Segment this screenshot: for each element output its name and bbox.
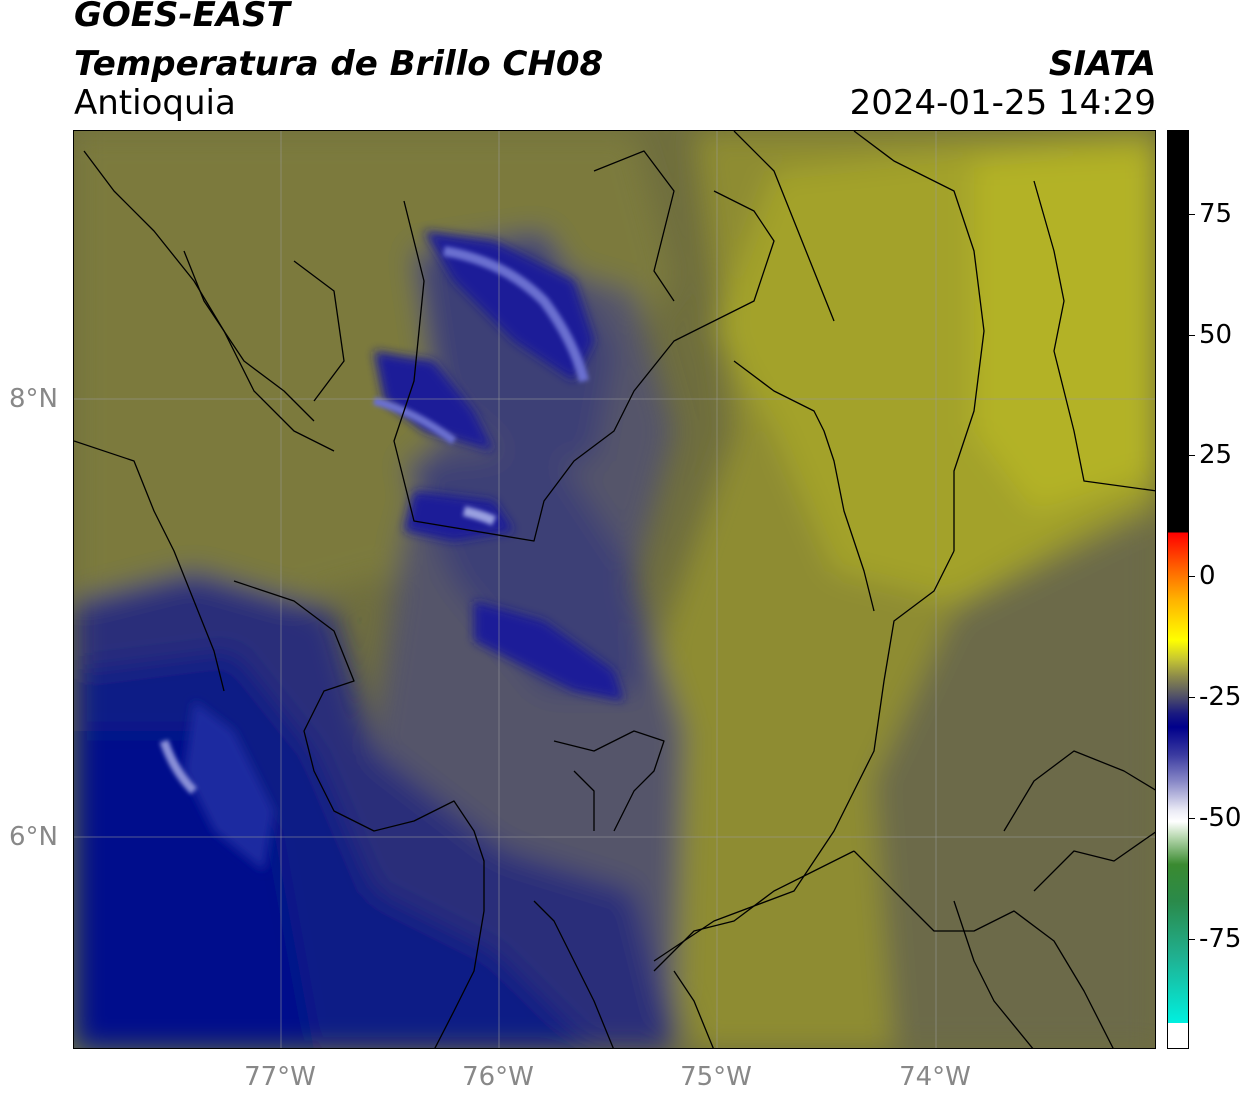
graticule: [74, 131, 1155, 1048]
colorbar-label-neg50: -50: [1199, 803, 1242, 833]
convective-cores: [159, 246, 589, 795]
lat-label-8n: 8°N: [9, 384, 58, 414]
colorbar-label-25: 25: [1199, 440, 1233, 470]
map-canvas: [74, 131, 1155, 1048]
region-subtitle: Antioquia: [74, 83, 236, 123]
colorbar-tick: [1189, 335, 1195, 336]
lon-label-76w: 76°W: [462, 1062, 534, 1092]
lon-label-75w: 75°W: [680, 1062, 752, 1092]
timestamp-label: 2024-01-25 14:29: [849, 83, 1156, 123]
colorbar-label-50: 50: [1199, 320, 1233, 350]
lat-label-6n: 6°N: [9, 822, 58, 852]
administrative-borders: [74, 131, 1155, 1048]
temperature-colorbar: [1167, 130, 1189, 1049]
brightness-temperature-map: [73, 130, 1156, 1049]
colorbar-tick: [1189, 214, 1195, 215]
cold-cloud-tops: [184, 231, 624, 871]
colorbar-tick: [1189, 455, 1195, 456]
lon-label-77w: 77°W: [244, 1062, 316, 1092]
colorbar-label-neg75: -75: [1199, 924, 1242, 954]
colorbar-label-0: 0: [1199, 561, 1216, 591]
satellite-title: GOES-EAST: [74, 0, 290, 35]
lon-label-74w: 74°W: [899, 1062, 971, 1092]
colorbar-label-75: 75: [1199, 199, 1233, 229]
colorbar-tick: [1189, 939, 1195, 940]
colorbar-tick: [1189, 818, 1195, 819]
organization-label: SIATA: [1048, 44, 1156, 84]
colorbar-tick: [1189, 576, 1195, 577]
temperature-field: [74, 131, 1155, 1048]
colorbar-label-neg25: -25: [1199, 682, 1242, 712]
product-title: Temperatura de Brillo CH08: [74, 44, 604, 84]
colorbar-tick: [1189, 697, 1195, 698]
